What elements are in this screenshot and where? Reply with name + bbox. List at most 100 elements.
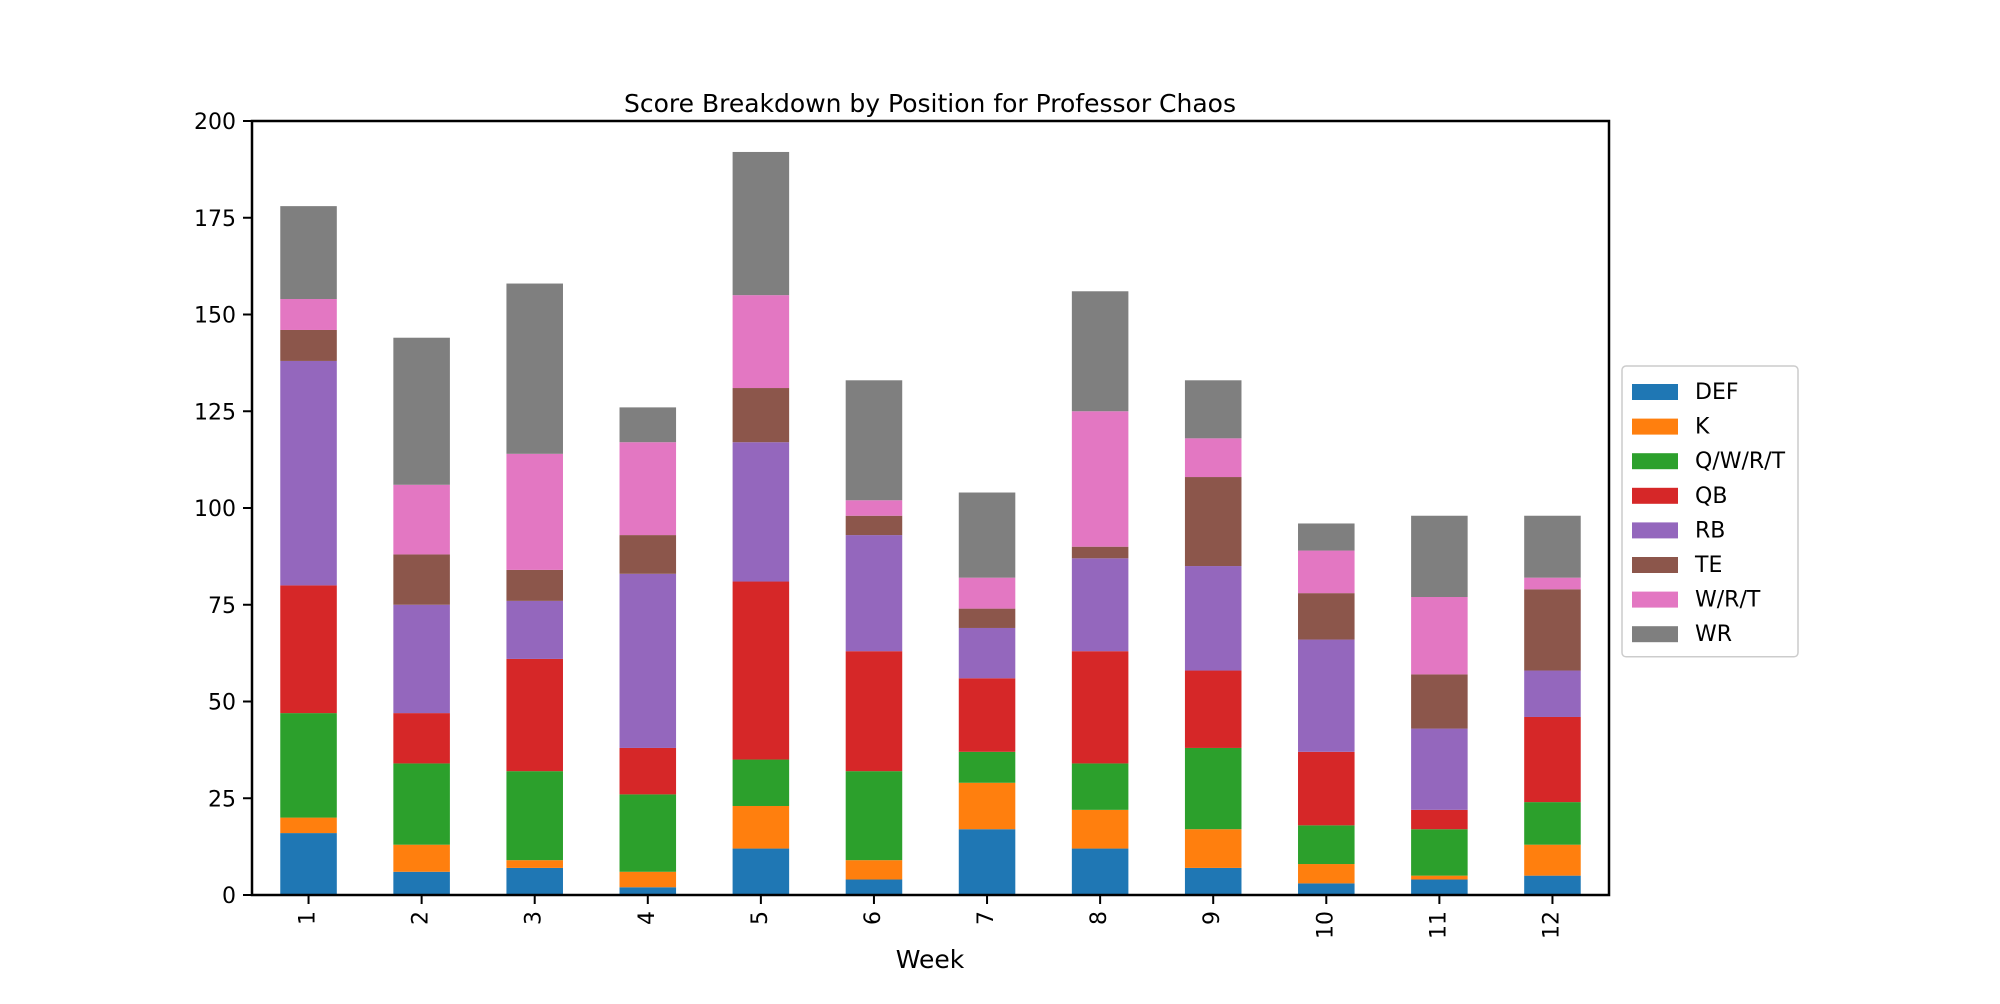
bar-segment-te-week-7 (958, 608, 1016, 628)
bar-segment-qwrt-week-10 (1298, 825, 1355, 865)
bar-segment-qb-week-5 (732, 581, 790, 760)
bar-segment-k-week-7 (958, 782, 1016, 830)
bar-segment-def-week-2 (393, 871, 450, 895)
bar-segment-te-week-11 (1411, 674, 1468, 729)
bar-segment-qwrt-week-6 (845, 771, 903, 861)
bar-segment-qb-week-11 (1411, 809, 1468, 830)
bar-segment-qb-week-10 (1298, 751, 1355, 826)
bar-segment-qwrt-week-3 (506, 771, 563, 861)
x-tick-label: 1 (296, 911, 321, 925)
bar-segment-wr-week-6 (845, 380, 903, 501)
bar-segment-qwrt-week-9 (1184, 747, 1242, 830)
bar-segment-te-week-3 (506, 569, 563, 601)
bar-segment-rb-week-8 (1071, 558, 1129, 652)
legend-swatch (1632, 522, 1678, 539)
bar-segment-qwrt-week-5 (732, 759, 790, 806)
bars-layer (280, 151, 1581, 895)
legend-swatch (1632, 418, 1678, 435)
bar-segment-te-week-6 (845, 515, 903, 536)
x-tick-label: 12 (1539, 911, 1564, 939)
bar-segment-def-week-10 (1298, 883, 1355, 895)
bar-segment-def-week-9 (1184, 867, 1242, 895)
bar-segment-rb-week-11 (1411, 728, 1468, 810)
bar-segment-wrt-week-10 (1298, 550, 1355, 594)
bar-segment-qb-week-3 (506, 658, 563, 772)
legend-swatch (1632, 626, 1678, 643)
bar-segment-qb-week-8 (1071, 651, 1129, 764)
bar-segment-qwrt-week-1 (280, 713, 337, 818)
bar-segment-te-week-8 (1071, 546, 1129, 559)
legend-swatch (1632, 453, 1678, 470)
bar-segment-wr-week-12 (1524, 515, 1581, 578)
bar-segment-wr-week-7 (958, 492, 1016, 578)
bar-segment-wrt-week-9 (1184, 438, 1242, 478)
bar-segment-qwrt-week-8 (1071, 763, 1129, 810)
bar-segment-qb-week-7 (958, 678, 1016, 752)
bar-segment-wr-week-8 (1071, 291, 1129, 412)
y-tick-label: 0 (222, 884, 236, 909)
x-tick-label: 8 (1087, 911, 1112, 925)
bar-segment-def-week-11 (1411, 879, 1468, 895)
legend-label: QB (1695, 484, 1727, 509)
bar-segment-qb-week-2 (393, 713, 450, 764)
bar-segment-rb-week-3 (506, 600, 563, 659)
bar-segment-qwrt-week-2 (393, 763, 450, 845)
y-tick-label: 125 (194, 400, 236, 425)
y-tick-label: 100 (194, 497, 236, 522)
bar-segment-wrt-week-8 (1071, 411, 1129, 547)
bar-segment-qb-week-4 (619, 747, 677, 795)
bar-segment-wr-week-9 (1184, 380, 1242, 439)
bar-segment-def-week-4 (619, 887, 677, 895)
bar-segment-rb-week-4 (619, 573, 677, 748)
bar-segment-k-week-1 (280, 817, 337, 834)
legend-box (1621, 365, 1799, 658)
x-tick-label: 2 (409, 911, 434, 925)
bar-segment-qb-week-12 (1524, 716, 1581, 803)
bar-segment-te-week-5 (732, 388, 790, 443)
bar-segment-wrt-week-12 (1524, 577, 1581, 590)
chart-title: Score Breakdown by Position for Professo… (624, 89, 1236, 118)
bar-segment-wrt-week-2 (393, 484, 450, 555)
bar-segment-def-week-5 (732, 848, 790, 895)
legend-label: W/R/T (1695, 588, 1761, 613)
bar-segment-rb-week-10 (1298, 639, 1355, 752)
legend-label: TE (1694, 553, 1722, 578)
legend-label: DEF (1695, 380, 1739, 405)
legend-swatch (1632, 591, 1678, 608)
bar-segment-te-week-2 (393, 554, 450, 605)
x-axis-label: Week (896, 945, 965, 974)
bar-segment-k-week-12 (1524, 844, 1581, 876)
bar-segment-def-week-1 (280, 833, 337, 895)
bar-segment-k-week-11 (1411, 875, 1468, 880)
bar-segment-te-week-4 (619, 535, 677, 574)
bar-segment-wrt-week-7 (958, 577, 1016, 609)
bar-segment-qwrt-week-7 (958, 751, 1016, 783)
legend-label: WR (1695, 622, 1732, 647)
x-tick-label: 10 (1313, 911, 1338, 939)
x-tick-label: 3 (522, 911, 547, 925)
bar-segment-qb-week-6 (845, 651, 903, 772)
bar-segment-wrt-week-11 (1411, 597, 1468, 675)
x-tick-label: 7 (974, 911, 999, 925)
bar-segment-k-week-10 (1298, 864, 1355, 884)
bar-segment-wrt-week-1 (280, 299, 337, 330)
bar-segment-rb-week-9 (1184, 566, 1242, 671)
bar-segment-wrt-week-5 (732, 295, 790, 389)
bar-segment-wr-week-11 (1411, 515, 1468, 598)
bar-segment-qwrt-week-4 (619, 794, 677, 872)
bar-segment-te-week-10 (1298, 593, 1355, 640)
bar-segment-rb-week-6 (845, 535, 903, 652)
bar-segment-te-week-1 (280, 329, 337, 361)
bar-segment-wr-week-4 (619, 407, 677, 443)
bar-segment-wrt-week-6 (845, 500, 903, 516)
bar-segment-rb-week-5 (732, 442, 790, 582)
legend-swatch (1632, 384, 1678, 400)
bar-segment-qb-week-9 (1184, 670, 1242, 748)
legend: DEF K Q/W/R/T QB RB TE W/R/T WR (1621, 365, 1799, 658)
bar-segment-wr-week-2 (393, 337, 450, 485)
bar-segment-wr-week-10 (1298, 523, 1355, 551)
plot-frame (250, 119, 1611, 897)
bar-segment-def-week-12 (1524, 875, 1581, 895)
x-tick-label: 4 (635, 911, 660, 925)
